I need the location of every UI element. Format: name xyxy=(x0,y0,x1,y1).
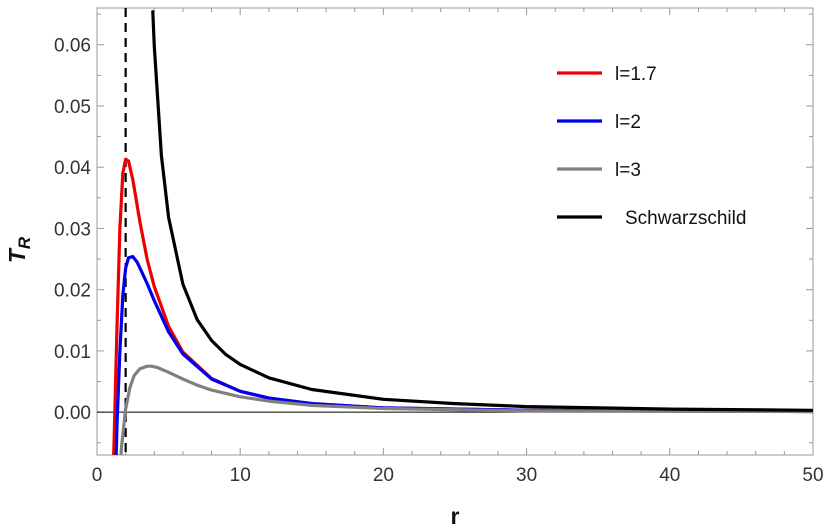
y-tick-label: 0.03 xyxy=(54,219,91,240)
series-line-l-3 xyxy=(119,364,813,455)
axes-group: 0 10 20 30 40 50 0.00 0.01 0.02 0.03 0.04 0.05 0.06 xyxy=(54,7,824,486)
legend: l=1.7 l=2 l=3 Schwarzschild xyxy=(557,64,746,229)
x-tick-label: 20 xyxy=(373,465,394,486)
series-line-l-2 xyxy=(114,255,813,455)
y-axis-title-main: T xyxy=(4,247,30,263)
legend-label-schwarzschild: Schwarzschild xyxy=(625,208,746,229)
y-tick-label: 0.00 xyxy=(54,403,91,424)
y-axis-title-subscript: R xyxy=(15,236,34,249)
x-tick-label: 30 xyxy=(516,465,537,486)
x-tick-label: 0 xyxy=(92,465,103,486)
legend-label-l-2: l=2 xyxy=(615,112,641,133)
y-tick-label: 0.06 xyxy=(54,36,91,57)
x-tick-label: 10 xyxy=(230,465,251,486)
y-tick-label: 0.04 xyxy=(54,158,91,179)
y-tick-label: 0.05 xyxy=(54,97,91,118)
x-tick-label: 40 xyxy=(659,465,680,486)
y-tick-label: 0.01 xyxy=(54,342,91,363)
legend-label-l-1-7: l=1.7 xyxy=(615,64,657,85)
series-line-schwarzschild xyxy=(151,10,813,412)
legend-label-l-3: l=3 xyxy=(615,160,641,181)
x-tick-label: 50 xyxy=(802,465,823,486)
plot-area xyxy=(97,8,813,455)
plot-frame xyxy=(96,7,814,456)
y-tick-label: 0.02 xyxy=(54,281,91,302)
x-axis-title: r xyxy=(451,503,460,529)
y-axis-title: TR xyxy=(4,236,34,263)
